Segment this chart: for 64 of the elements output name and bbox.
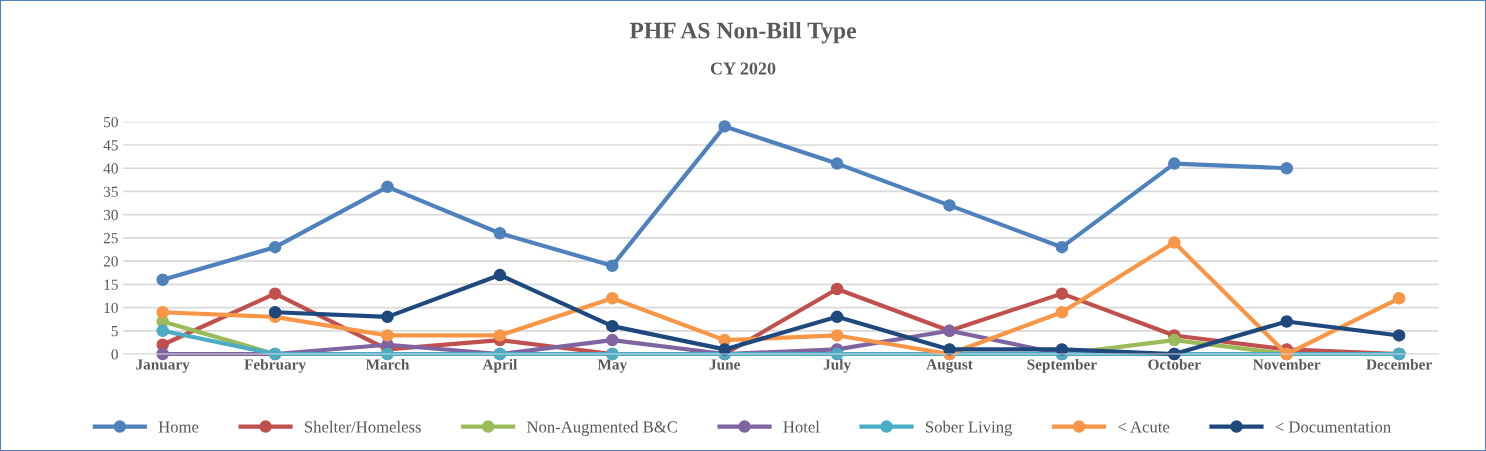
legend-label: Hotel	[783, 420, 820, 433]
legend-label: Shelter/Homeless	[305, 420, 421, 433]
x-tick-label: November	[1253, 358, 1321, 370]
x-tick-label: April	[482, 358, 518, 373]
point	[606, 319, 619, 333]
x-tick-label: December	[1366, 358, 1432, 370]
point	[830, 310, 844, 324]
chart-title: PHF AS Non-Bill Type	[629, 21, 856, 44]
x-tick-label: March	[365, 358, 410, 370]
x-tick-label: October	[1148, 358, 1201, 370]
legend-label: Sober Living	[926, 420, 1013, 436]
point	[1392, 292, 1406, 305]
point	[493, 227, 507, 240]
x-tick-label: July	[823, 358, 851, 373]
y-tick-label: 50	[104, 116, 118, 128]
point	[1055, 305, 1069, 319]
point	[1392, 329, 1406, 342]
point	[493, 268, 507, 282]
point	[606, 259, 619, 273]
point	[156, 273, 169, 286]
y-tick-label: 5	[111, 326, 118, 337]
x-tick-label: January	[136, 359, 190, 373]
y-tick-label: 35	[103, 186, 118, 197]
point	[1168, 157, 1181, 170]
y-tick-label: 40	[103, 163, 118, 174]
point	[606, 292, 619, 305]
chart-subtitle: CY 2020	[710, 62, 776, 75]
y-tick-label: 25	[103, 233, 118, 244]
point	[268, 305, 282, 319]
y-tick-label: 30	[103, 209, 118, 221]
point	[156, 305, 169, 319]
point	[1168, 236, 1181, 249]
legend-label: < Documentation	[1275, 421, 1391, 433]
x-tick-label: February	[244, 358, 306, 373]
y-tick-label: 20	[103, 256, 118, 267]
point	[1055, 240, 1069, 254]
point	[830, 157, 844, 170]
point	[381, 310, 394, 324]
point	[606, 333, 619, 347]
point	[718, 120, 731, 133]
x-tick-label: September	[1027, 358, 1097, 373]
point	[1055, 287, 1069, 300]
x-tick-label: August	[926, 359, 973, 373]
point	[1168, 333, 1181, 347]
point	[156, 324, 169, 338]
point	[381, 329, 394, 342]
point	[943, 199, 956, 212]
point	[830, 329, 844, 342]
point	[830, 282, 844, 296]
point	[1280, 161, 1293, 175]
point	[493, 329, 507, 342]
point	[381, 180, 394, 194]
y-tick-label: 10	[104, 302, 118, 314]
point	[268, 287, 282, 300]
x-tick-label: May	[597, 359, 627, 373]
legend-label: < Acute	[1118, 421, 1170, 433]
point	[1280, 315, 1293, 328]
legend-label: Home	[158, 421, 199, 433]
y-tick-label: 45	[103, 140, 118, 151]
point	[268, 240, 282, 254]
y-tick-label: 15	[104, 279, 118, 290]
legend-label: Non-Augmented B&C	[526, 420, 677, 436]
y-tick-label: 0	[111, 349, 118, 360]
x-tick-label: June	[709, 359, 740, 370]
